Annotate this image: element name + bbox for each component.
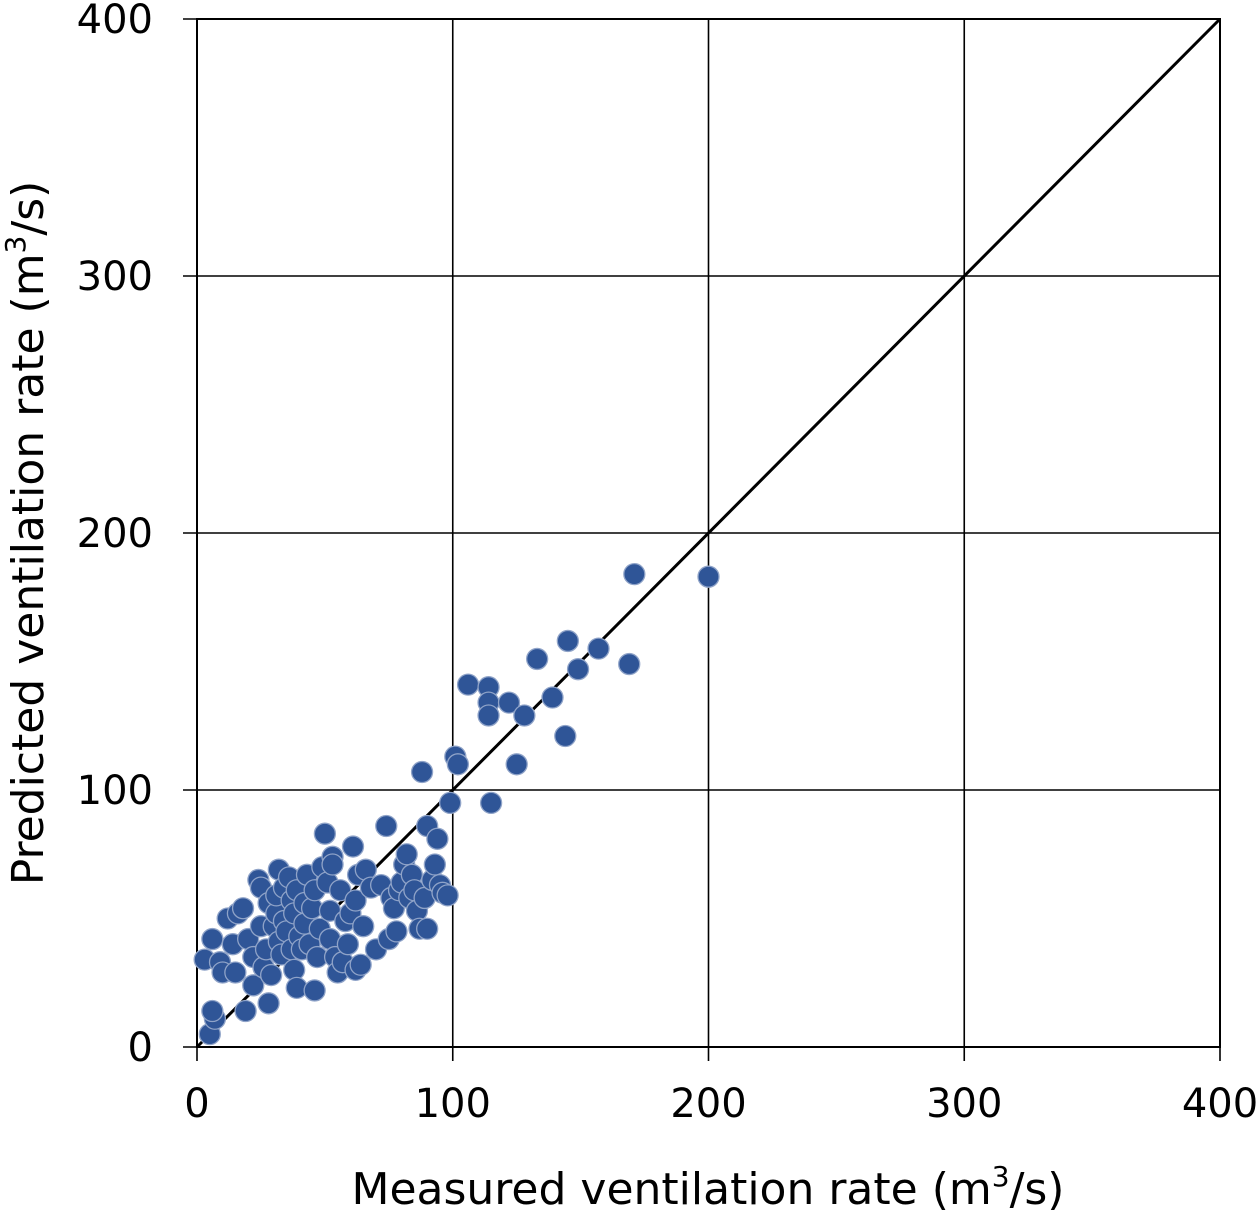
data-point <box>446 753 470 776</box>
data-point <box>313 822 337 845</box>
data-point <box>436 884 459 907</box>
data-point <box>352 915 375 938</box>
y-tick-label: 100 <box>77 768 153 814</box>
data-point <box>385 920 408 943</box>
plot-frame <box>196 18 1221 1048</box>
data-point <box>231 897 255 920</box>
data-point <box>477 704 500 727</box>
data-point <box>497 691 521 714</box>
data-point <box>416 917 439 940</box>
data-point <box>336 933 360 956</box>
data-point <box>426 827 449 850</box>
data-point <box>697 565 720 588</box>
data-point <box>439 791 462 814</box>
data-point <box>344 889 367 912</box>
data-point <box>303 979 326 1002</box>
data-point <box>525 647 549 671</box>
data-point <box>554 724 577 748</box>
y-axis-tick-labels: 0 100 200 300 400 <box>77 0 153 1071</box>
x-axis-tick-labels: 0 100 200 300 400 <box>184 1081 1258 1127</box>
x-tick-label: 100 <box>415 1081 491 1127</box>
y-tick-label: 0 <box>128 1025 153 1071</box>
data-point <box>566 658 590 681</box>
y-tick-label: 200 <box>77 511 153 557</box>
x-axis-title: Measured ventilation rate (m3/s) <box>352 1160 1065 1214</box>
data-point <box>513 704 536 727</box>
data-point <box>234 999 257 1023</box>
data-point <box>410 760 434 784</box>
x-tick-label: 200 <box>670 1081 746 1127</box>
data-point <box>201 927 224 951</box>
data-point <box>395 843 418 866</box>
data-point <box>321 853 344 876</box>
data-point <box>201 999 224 1023</box>
data-point <box>505 753 528 776</box>
y-tick-label: 300 <box>77 254 153 300</box>
x-tick-label: 0 <box>184 1081 209 1127</box>
data-point <box>541 686 564 709</box>
data-point <box>556 629 579 653</box>
x-tick-label: 300 <box>926 1081 1002 1127</box>
data-point <box>479 791 503 814</box>
data-point <box>242 974 265 997</box>
y-tick-label: 400 <box>77 0 153 43</box>
data-point <box>456 673 480 696</box>
data-point <box>375 814 398 838</box>
data-point <box>329 879 352 902</box>
data-point <box>257 992 280 1015</box>
data-points <box>193 562 720 1046</box>
data-point <box>618 652 641 676</box>
data-point <box>587 637 610 660</box>
x-tick-label: 400 <box>1182 1081 1258 1127</box>
data-point <box>623 562 646 586</box>
data-point <box>341 835 365 858</box>
data-point <box>423 853 446 876</box>
data-point <box>224 961 247 984</box>
data-point <box>260 963 283 987</box>
y-axis-title: Predicted ventilation rate (m3/s) <box>0 181 54 886</box>
data-point <box>349 953 372 976</box>
